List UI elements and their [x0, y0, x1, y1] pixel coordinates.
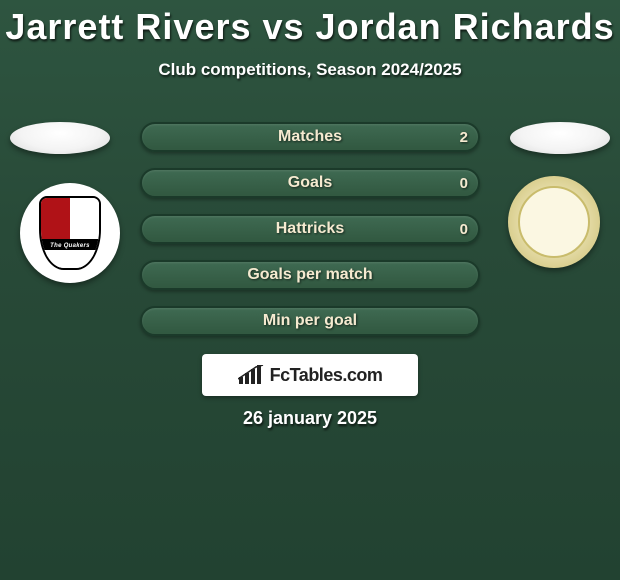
page-date: 26 january 2025	[0, 408, 620, 429]
stat-label: Goals	[288, 174, 332, 192]
stat-value-right: 0	[460, 175, 468, 192]
club-badge-right	[508, 176, 600, 268]
stat-label: Matches	[278, 128, 342, 146]
laurel-icon	[518, 186, 590, 258]
stats-panel: Matches 2 Goals 0 Hattricks 0 Goals per …	[140, 122, 480, 352]
stat-label: Min per goal	[263, 312, 357, 330]
stat-label: Hattricks	[276, 220, 344, 238]
player-placeholder-left	[10, 122, 110, 154]
stat-row-matches: Matches 2	[140, 122, 480, 152]
player-placeholder-right	[510, 122, 610, 154]
stat-label: Goals per match	[247, 266, 372, 284]
club-badge-left: The Quakers	[20, 183, 120, 283]
stat-row-mpg: Min per goal	[140, 306, 480, 336]
stat-row-gpm: Goals per match	[140, 260, 480, 290]
stat-row-goals: Goals 0	[140, 168, 480, 198]
page-title: Jarrett Rivers vs Jordan Richards	[0, 0, 620, 48]
brand-logo-text: FcTables.com	[270, 365, 383, 386]
stat-row-hattricks: Hattricks 0	[140, 214, 480, 244]
barchart-icon	[238, 365, 264, 385]
shield-icon: The Quakers	[39, 196, 101, 270]
stat-value-right: 2	[460, 129, 468, 146]
page-subtitle: Club competitions, Season 2024/2025	[0, 60, 620, 80]
stat-value-right: 0	[460, 221, 468, 238]
brand-logo-box: FcTables.com	[202, 354, 418, 396]
